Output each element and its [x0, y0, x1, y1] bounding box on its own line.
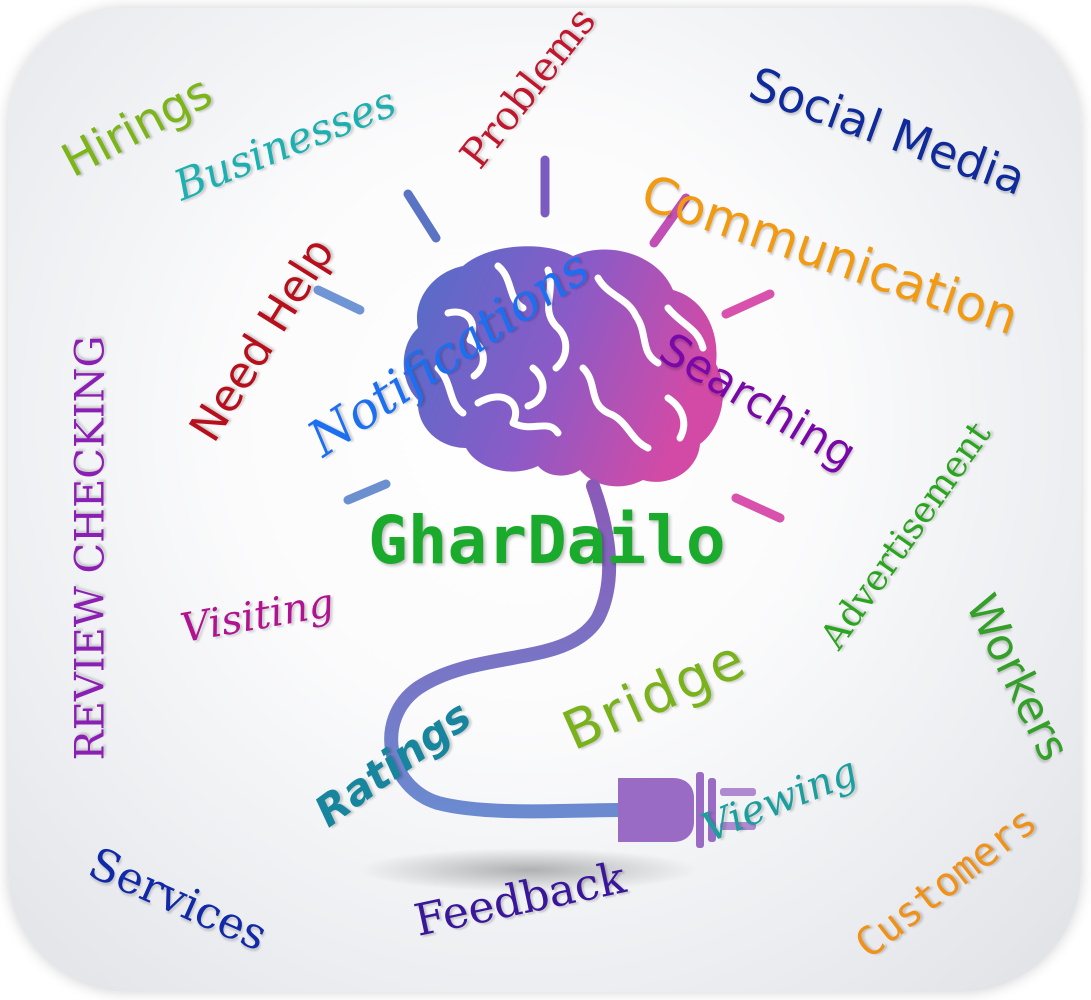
brain-lightbulb-plug-icon	[313, 155, 785, 892]
word-cloud-card: Hirings Businesses Problems Social Media…	[8, 8, 1081, 992]
word-review-checking: REVIEW CHECKING	[67, 335, 114, 761]
brand-title: GharDailo	[368, 502, 726, 579]
